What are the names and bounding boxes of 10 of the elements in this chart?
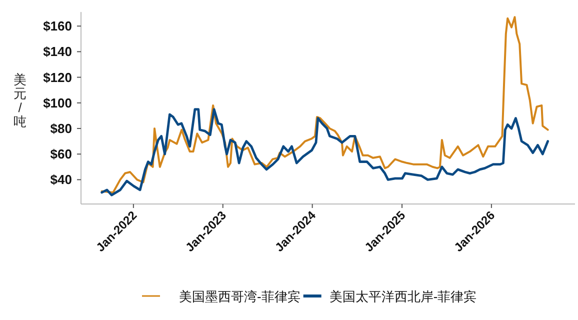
y-tick-label: $160 [43,18,72,34]
y-tick-label: $100 [43,95,72,110]
y-tick-label: $60 [50,146,72,162]
legend-label: 美国太平洋西北岸-菲律宾 [329,289,477,304]
y-tick-label: $140 [43,44,72,60]
y-tick-label: $40 [50,172,72,188]
y-tick-label: $120 [43,70,72,85]
y-tick-label: $80 [50,120,72,136]
legend-label: 美国墨西哥湾-菲律宾 [179,289,300,304]
y-axis-title: 美元/吨 [14,72,26,129]
